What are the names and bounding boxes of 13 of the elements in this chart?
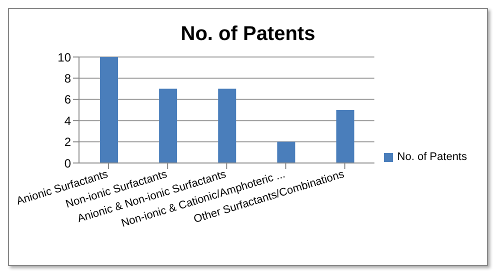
chart-title: No. of Patents xyxy=(180,23,316,47)
legend-label: No. of Patents xyxy=(397,151,467,163)
y-tick-label: 0 xyxy=(64,156,72,170)
y-tick-label: 2 xyxy=(64,135,72,150)
bar xyxy=(218,88,236,163)
bar xyxy=(336,110,354,163)
y-tick-label: 8 xyxy=(64,71,72,86)
y-tick-label: 4 xyxy=(64,114,72,128)
bar xyxy=(159,88,178,163)
bar xyxy=(100,57,118,163)
y-tick-label: 6 xyxy=(64,92,72,107)
bar xyxy=(277,142,296,163)
y-tick-label: 10 xyxy=(58,50,72,64)
